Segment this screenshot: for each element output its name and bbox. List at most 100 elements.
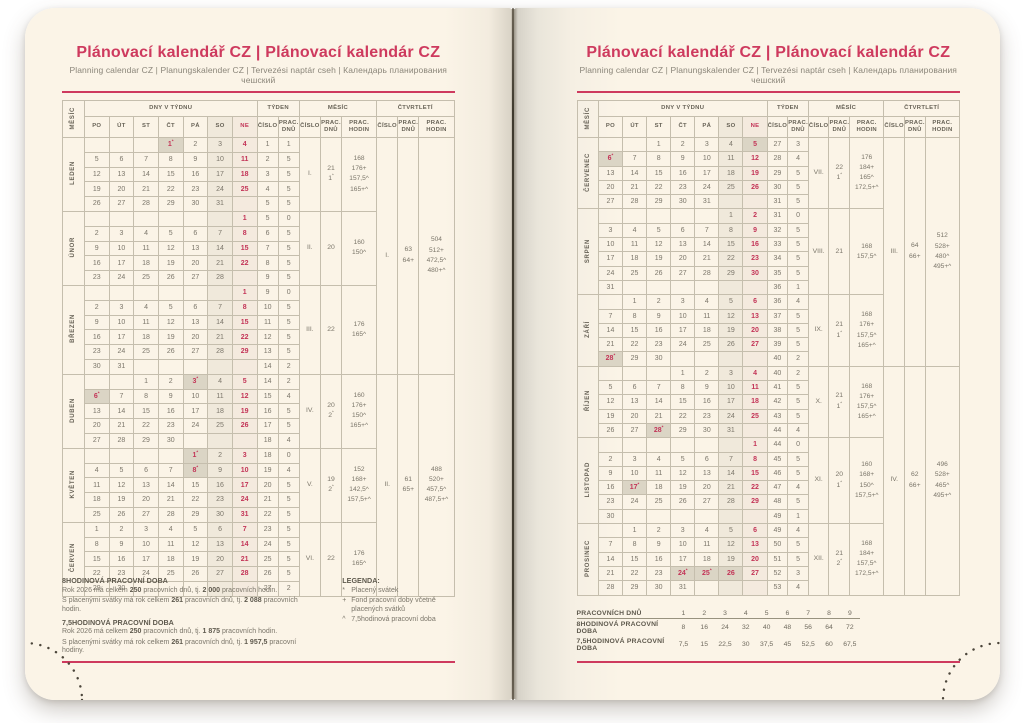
day-cell: 21 [133,181,159,198]
week-workdays: 4 [277,462,300,479]
day-cell: 24* [670,565,696,582]
week-workdays: 5 [277,403,300,420]
day-cell: 5 [182,521,209,538]
day-cell: 16 [83,255,110,272]
day-cell: 1 [133,373,159,390]
day-cell: 14 [718,465,744,482]
day-cell: 2 [646,294,672,310]
summary-value: 48 [783,624,792,631]
day-cell: 8 [231,299,258,316]
page-right: Plánovací kalendář CZ | Plánovací kalend… [512,8,1000,700]
day-cell: 5 [231,373,258,390]
month-axis-header: MĚSÍC [576,100,599,138]
day-cell: 29 [182,506,209,523]
day-cell: 10 [670,308,696,324]
month-workhours: 168 184+ 157,5^ 172,5+^ [849,523,885,596]
summary-row: 8HODINOVÁ PRACOVNÍ DOBA 8 16 24 32 40 48 56 64 72 [577,619,861,637]
day-cell [108,210,135,227]
day-cell: 7 [694,222,720,239]
day-cell [742,279,768,296]
day-cell [108,373,135,390]
day-cell: 17 [231,477,258,494]
day-cell: 9 [646,537,672,553]
week-workdays: 5 [787,165,809,181]
month-axis-header: MĚSÍC [62,100,85,138]
day-cell: 28 [207,270,233,286]
week-workdays: 5 [787,322,809,339]
day-cell: 26 [83,196,110,212]
day-cell: 8 [718,222,744,239]
week-number: 46 [766,465,789,482]
day-cell [133,447,159,464]
month-name: DUBEN [62,373,85,449]
day-cell: 25 [742,408,768,424]
week-workdays: 4 [787,523,809,539]
day-name-header: SO [718,116,744,138]
week-row: DUBEN 1 2 3* 4 5 14 2 IV. 20 2* 160 176+ 150^ 165+^ II.… [62,373,455,597]
days-group-header: DNY V TÝDNU [597,100,768,117]
working-time-notes: 8HODINOVÁ PRACOVNÍ DOBA Rok 2026 má celke… [62,573,316,656]
day-cell [207,580,233,597]
week-number: 12 [256,329,279,346]
title-rule [576,91,960,93]
day-cell: 26 [670,494,696,510]
day-cell: 10 [207,151,233,168]
day-cell: 25 [718,179,744,196]
day-cell: 30 [182,196,209,212]
day-cell: 24 [231,492,258,508]
week-number: 6 [256,225,279,242]
day-cell: 25 [694,337,720,353]
week-row: 20 21 22 23 24 25 26 30 5 [577,179,960,196]
footer-rule [62,661,455,663]
day-cell: 9 [646,308,672,324]
day-cell: 8 [646,151,672,167]
day-cell [621,279,648,296]
day-cell: 1 [83,521,110,538]
week-row: 27 28 29 30 31 31 5 [577,194,960,210]
day-name-header: ST [133,116,159,138]
quarter-group-header: ČTVRTLETÍ [376,100,455,117]
week-number: 25 [256,551,279,568]
day-cell: 29 [670,422,696,439]
day-cell: 5 [157,225,184,242]
week-workdays: 2 [277,373,300,390]
summary-col-header: ČÍSLO [807,116,830,138]
week-number: 14 [256,373,279,390]
day-cell: 17 [597,251,624,267]
summary-value: 64 [825,624,833,631]
week-workdays: 0 [277,447,300,464]
day-cell: 31 [670,580,696,596]
summary-value: 2 [693,608,715,619]
week-workdays: 2 [787,365,809,382]
day-cell: 27 [621,422,648,439]
day-cell: 23 [597,494,624,510]
day-cell: 12 [718,308,744,324]
summary-value: 52,5 [801,641,815,648]
day-cell [83,210,110,227]
day-cell: 16 [646,322,672,339]
day-cell [231,270,258,286]
week-row: 3 4 5 6 7 8 9 32 5 [577,222,960,239]
day-cell: 22 [621,337,648,353]
day-cell: 26 [231,418,258,434]
day-cell: 22 [231,329,258,346]
day-cell: 6 [182,299,209,316]
day-name-header: ČT [670,116,696,138]
legend-item: ^ 7,5hodinová pracovní doba [342,616,454,625]
day-cell: 18 [621,251,648,267]
week-workdays: 5 [277,255,300,272]
day-cell: 15 [646,165,672,181]
day-cell: 3 [718,365,744,382]
day-cell: 21 [231,551,258,568]
page-right-content: Plánovací kalendář CZ | Plánovací kalend… [576,8,961,700]
week-row: PROSINEC 1 2 3 4 5 6 49 4 XII. 21 2* 168 184+ 157,5^ 17… [576,523,960,596]
day-cell: 17 [108,255,135,272]
legend-text: Fond pracovní doby včetně placených svát… [351,597,436,613]
day-cell: 20 [182,255,209,272]
month-numeral: X. [807,365,830,439]
summary-row-label: PRACOVNÍCH DNŮ [576,608,674,619]
summary-value: 45 [783,641,792,648]
day-cell: 19 [718,322,744,339]
week-row: 23 24 25 26 27 28 29 48 5 [577,494,960,510]
month-workdays: 21 1* [319,137,343,212]
